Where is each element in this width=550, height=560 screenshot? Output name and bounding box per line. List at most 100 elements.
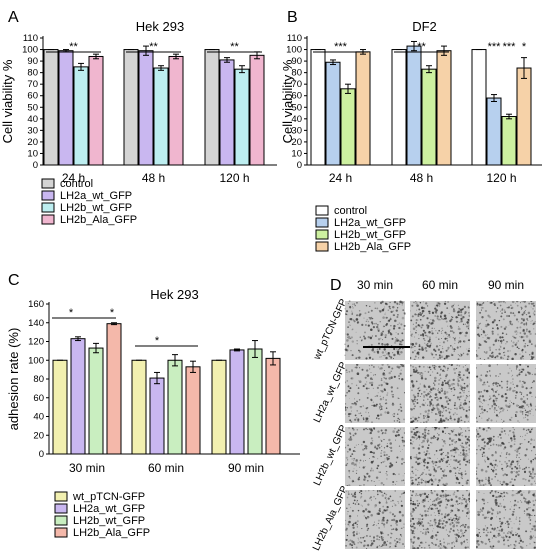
y-tick-label: 50 — [291, 102, 302, 113]
bar — [70, 338, 86, 455]
bar — [43, 49, 59, 166]
micrograph-image — [345, 364, 405, 423]
x-category-label: 120 h — [219, 171, 249, 185]
micrograph-image — [476, 301, 536, 360]
micrograph-row-label: wt_pTCN-GFP — [311, 297, 349, 362]
bar — [204, 49, 220, 166]
panel-letter-c: C — [8, 272, 20, 289]
legend-label: control — [60, 178, 93, 190]
legend-label: LH2b_wt_GFP — [73, 515, 145, 527]
bar — [501, 116, 517, 166]
legend-swatch — [315, 229, 329, 240]
legend-swatch — [54, 527, 68, 538]
bar — [391, 49, 407, 166]
bar — [138, 50, 154, 166]
y-tick-label: 100 — [28, 355, 44, 366]
bar — [149, 377, 165, 455]
y-tick-label: 20 — [291, 137, 302, 148]
x-category-label: 90 min — [228, 461, 264, 475]
micrograph-column-label: 90 min — [488, 278, 524, 292]
panel-letter-d: D — [330, 277, 342, 294]
x-category-label: 30 min — [69, 461, 105, 475]
y-tick-label: 110 — [287, 33, 302, 44]
y-tick-label: 40 — [27, 114, 38, 125]
micrograph-column-label: 60 min — [422, 278, 458, 292]
y-tick-label: 60 — [27, 91, 38, 102]
significance-label: * — [522, 41, 527, 53]
legend-label: LH2b_Ala_GFP — [73, 527, 150, 539]
legend-swatch — [315, 241, 329, 252]
bar — [486, 97, 502, 166]
y-axis-label: Cell viability % — [280, 59, 295, 143]
bar — [355, 51, 371, 166]
significance-label: * — [155, 335, 160, 347]
bar — [249, 54, 265, 166]
y-tick-label: 0 — [297, 160, 302, 171]
legend-swatch — [41, 202, 55, 213]
y-tick-label: 80 — [33, 374, 44, 385]
bar — [310, 49, 326, 166]
micrograph-image — [345, 490, 405, 549]
y-tick-label: 30 — [27, 125, 38, 136]
bar — [168, 55, 184, 166]
bar — [123, 49, 139, 166]
bar — [52, 359, 68, 455]
chart-a: Hek 293 Cell viability % 01020304050607080… — [0, 19, 277, 226]
micrograph-image — [410, 301, 470, 360]
legend-label: LH2a_wt_GFP — [60, 190, 132, 202]
y-tick-label: 60 — [33, 393, 44, 404]
significance-label: * — [69, 307, 74, 319]
bar — [106, 323, 122, 455]
y-tick-label: 120 — [28, 337, 44, 348]
legend-label: LH2b_wt_GFP — [334, 229, 406, 241]
bar — [265, 357, 281, 455]
y-tick-label: 60 — [291, 91, 302, 102]
significance-label: * — [110, 307, 115, 319]
legend-label: wt_pTCN-GFP — [72, 491, 145, 503]
panel-letter-a: A — [8, 9, 19, 26]
legend-swatch — [41, 178, 55, 189]
y-tick-label: 20 — [27, 137, 38, 148]
x-category-label: 60 min — [148, 461, 184, 475]
micrograph-image — [410, 490, 470, 549]
bar — [153, 67, 169, 166]
bar — [211, 359, 227, 455]
x-category-label: 48 h — [410, 171, 433, 185]
micrograph-image — [344, 300, 425, 360]
y-tick-label: 0 — [33, 160, 38, 171]
legend-label: control — [334, 205, 367, 217]
bar — [58, 50, 74, 166]
y-tick-label: 40 — [33, 412, 44, 423]
legend-label: LH2a_wt_GFP — [334, 217, 406, 229]
bar — [185, 366, 201, 455]
y-tick-label: 0 — [39, 449, 44, 460]
x-category-label: 24 h — [62, 171, 85, 185]
bar — [340, 88, 356, 166]
y-tick-label: 140 — [28, 318, 44, 329]
y-tick-label: 30 — [291, 125, 302, 136]
y-tick-label: 70 — [27, 79, 38, 90]
bar — [88, 55, 104, 166]
y-tick-label: 20 — [33, 430, 44, 441]
micrograph-image — [476, 364, 536, 423]
y-tick-label: 50 — [27, 102, 38, 113]
significance-label: *** — [503, 41, 517, 53]
x-category-label: 48 h — [142, 171, 165, 185]
bar — [516, 67, 532, 166]
significance-label: ** — [69, 41, 78, 53]
significance-label: *** — [334, 41, 348, 53]
legend-swatch — [41, 190, 55, 201]
chart-title: DF2 — [412, 19, 437, 34]
y-tick-label: 160 — [28, 299, 44, 310]
bar — [325, 61, 341, 166]
legend-swatch — [41, 214, 55, 225]
legend-swatch — [315, 217, 329, 228]
micrograph-column-label: 30 min — [357, 278, 393, 292]
significance-label: *** — [488, 41, 502, 53]
y-tick-label: 70 — [291, 79, 302, 90]
legend-label: LH2b_Ala_GFP — [334, 241, 411, 253]
bar — [247, 348, 263, 455]
bar — [234, 68, 250, 166]
legend-swatch — [54, 515, 68, 526]
